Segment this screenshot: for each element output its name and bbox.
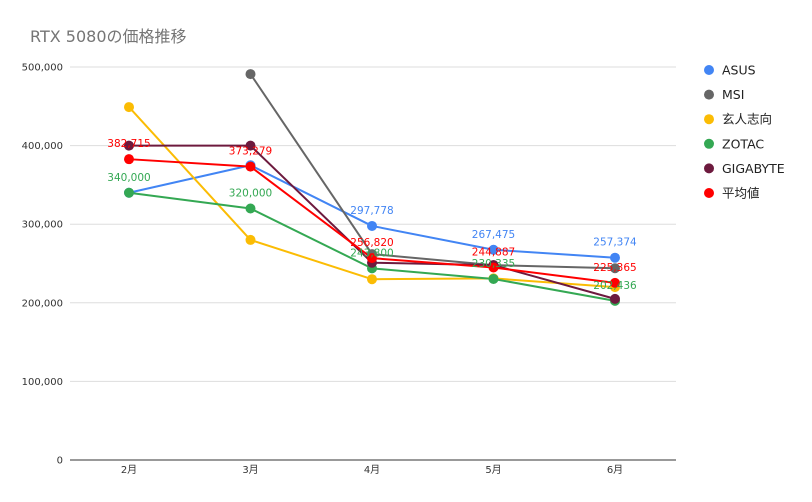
data-label: 256,820 bbox=[350, 237, 393, 249]
data-label: 320,000 bbox=[229, 187, 272, 199]
data-point bbox=[610, 293, 620, 304]
data-label: 230,335 bbox=[472, 258, 515, 270]
legend-marker bbox=[704, 138, 714, 149]
data-point bbox=[488, 244, 499, 255]
data-label: 257,374 bbox=[593, 237, 637, 249]
data-point bbox=[124, 102, 134, 113]
y-tick-label: 300,000 bbox=[22, 220, 63, 231]
legend-marker bbox=[704, 163, 714, 174]
legend-label: GIGABYTE bbox=[722, 161, 785, 176]
data-point bbox=[488, 262, 499, 273]
data-label: 225,365 bbox=[593, 262, 636, 274]
data-point bbox=[245, 140, 256, 151]
x-axis-ticks: 2月 3月 4月 5月 6月 bbox=[121, 464, 623, 476]
y-tick-label: 100,000 bbox=[22, 377, 63, 388]
data-labels: 297,778 267,475 257,374 340,000 320,000 243,8… bbox=[107, 138, 637, 292]
data-label: 244,887 bbox=[472, 247, 515, 259]
y-axis-ticks: 0 100,000 200,000 300,000 400,000 500,000 bbox=[22, 63, 63, 467]
data-label: 373,279 bbox=[229, 146, 272, 158]
data-point bbox=[245, 161, 256, 172]
x-tick-label: 6月 bbox=[607, 464, 623, 476]
x-tick-label: 2月 bbox=[121, 464, 137, 476]
x-tick-label: 5月 bbox=[485, 464, 501, 476]
data-point bbox=[610, 263, 620, 274]
series-group bbox=[124, 69, 620, 306]
legend-label: 玄人志向 bbox=[722, 112, 772, 127]
x-tick-label: 3月 bbox=[242, 464, 258, 476]
data-point bbox=[488, 273, 499, 284]
legend-label: MSI bbox=[722, 87, 744, 102]
y-tick-label: 400,000 bbox=[22, 141, 63, 152]
data-label: 267,475 bbox=[472, 229, 515, 241]
legend-label: ASUS bbox=[722, 63, 756, 78]
x-tick-label: 4月 bbox=[364, 464, 380, 476]
legend-marker bbox=[704, 114, 714, 125]
data-point bbox=[245, 203, 256, 214]
data-label: 382,715 bbox=[107, 138, 150, 150]
data-point bbox=[124, 154, 134, 165]
data-point bbox=[610, 277, 620, 288]
legend-marker bbox=[704, 89, 714, 100]
legend-label: ZOTAC bbox=[722, 136, 764, 151]
data-point bbox=[245, 69, 256, 80]
data-label: 202,436 bbox=[593, 280, 637, 292]
data-point bbox=[367, 220, 377, 231]
data-point bbox=[124, 140, 134, 151]
y-tick-label: 200,000 bbox=[22, 298, 63, 309]
data-point bbox=[367, 253, 377, 264]
data-label: 297,778 bbox=[350, 205, 393, 217]
chart-title: RTX 5080の価格推移 bbox=[30, 27, 187, 46]
series-line bbox=[249, 73, 616, 270]
data-point bbox=[367, 274, 377, 285]
y-tick-label: 500,000 bbox=[22, 63, 63, 74]
legend-marker bbox=[704, 65, 714, 75]
data-point bbox=[245, 234, 256, 245]
legend: ASUS MSI 玄人志向 ZOTAC GIGABYTE 平均値 bbox=[704, 63, 785, 201]
legend-marker bbox=[704, 188, 714, 198]
legend-label: 平均値 bbox=[722, 186, 760, 201]
y-tick-label: 0 bbox=[57, 456, 63, 467]
data-point bbox=[610, 252, 620, 263]
data-point bbox=[124, 187, 134, 198]
data-label: 243,800 bbox=[350, 247, 393, 259]
data-label: 340,000 bbox=[107, 172, 150, 184]
